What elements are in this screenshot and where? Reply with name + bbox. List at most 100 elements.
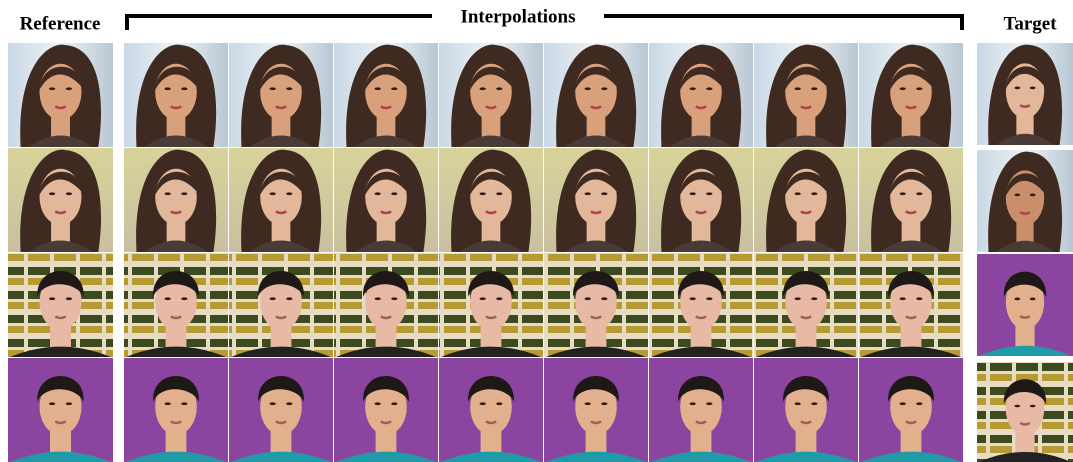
eye bbox=[391, 87, 397, 90]
face-content bbox=[334, 358, 438, 462]
eye bbox=[1014, 405, 1020, 408]
eye bbox=[1030, 194, 1036, 197]
face-content bbox=[859, 253, 963, 357]
eye bbox=[270, 297, 276, 300]
eye bbox=[181, 192, 187, 195]
eye bbox=[286, 297, 292, 300]
face-content bbox=[754, 358, 858, 462]
face-content bbox=[544, 253, 648, 357]
eye bbox=[391, 402, 397, 405]
face-content bbox=[859, 148, 963, 252]
eye bbox=[601, 87, 607, 90]
eye bbox=[496, 192, 502, 195]
eye bbox=[900, 402, 906, 405]
eye bbox=[375, 402, 381, 405]
eye bbox=[375, 297, 381, 300]
eye bbox=[391, 297, 397, 300]
target-label: Target bbox=[1003, 13, 1057, 34]
eye bbox=[690, 87, 696, 90]
eye bbox=[916, 87, 922, 90]
eye bbox=[66, 87, 72, 90]
face-image bbox=[8, 43, 113, 147]
eye bbox=[1030, 298, 1036, 301]
face-image bbox=[544, 43, 648, 147]
eye bbox=[66, 402, 72, 405]
face-content bbox=[754, 253, 858, 357]
face-content bbox=[439, 43, 543, 147]
face-content bbox=[754, 43, 858, 147]
face-image bbox=[977, 254, 1073, 356]
face-content bbox=[439, 148, 543, 252]
face-image bbox=[124, 43, 228, 147]
face-image bbox=[859, 358, 963, 462]
face-content bbox=[544, 43, 648, 147]
eye bbox=[270, 192, 276, 195]
eye bbox=[181, 87, 187, 90]
eye bbox=[811, 87, 817, 90]
face-content bbox=[334, 43, 438, 147]
face-image bbox=[977, 43, 1073, 145]
eye bbox=[286, 192, 292, 195]
face-image bbox=[544, 253, 648, 357]
face-content bbox=[544, 358, 648, 462]
face-image bbox=[8, 358, 113, 462]
eye bbox=[795, 192, 801, 195]
face-image bbox=[859, 43, 963, 147]
bracket-right bbox=[604, 16, 962, 30]
eye bbox=[585, 402, 591, 405]
face-image bbox=[8, 148, 113, 252]
eye bbox=[601, 297, 607, 300]
face-content bbox=[334, 148, 438, 252]
face-content bbox=[124, 148, 228, 252]
eye bbox=[811, 297, 817, 300]
eye bbox=[66, 192, 72, 195]
bracket-left bbox=[127, 16, 432, 30]
eye bbox=[585, 192, 591, 195]
face-image bbox=[229, 253, 333, 357]
eye bbox=[690, 402, 696, 405]
face-image bbox=[439, 43, 543, 147]
face-content bbox=[649, 148, 753, 252]
face-image bbox=[544, 358, 648, 462]
face-image bbox=[649, 43, 753, 147]
eye bbox=[900, 87, 906, 90]
face-content bbox=[649, 43, 753, 147]
face-content bbox=[754, 148, 858, 252]
face-image bbox=[649, 358, 753, 462]
interpolations-label: Interpolations bbox=[460, 6, 575, 27]
face-content bbox=[859, 43, 963, 147]
face-image bbox=[334, 148, 438, 252]
face-image bbox=[124, 253, 228, 357]
face-image bbox=[649, 148, 753, 252]
eye bbox=[900, 192, 906, 195]
face-content bbox=[229, 253, 333, 357]
face-content bbox=[649, 253, 753, 357]
eye bbox=[706, 402, 712, 405]
eye bbox=[916, 192, 922, 195]
eye bbox=[690, 297, 696, 300]
face-image bbox=[8, 253, 113, 357]
face-content bbox=[334, 253, 438, 357]
face-image bbox=[859, 148, 963, 252]
face-content bbox=[229, 358, 333, 462]
face-image bbox=[229, 148, 333, 252]
eye bbox=[49, 297, 55, 300]
figure: Reference Interpolations Target bbox=[0, 0, 1073, 462]
face-content bbox=[8, 43, 113, 147]
eye bbox=[270, 87, 276, 90]
face-content bbox=[544, 148, 648, 252]
face-image bbox=[977, 150, 1073, 252]
eye bbox=[811, 402, 817, 405]
face-image bbox=[544, 148, 648, 252]
eye bbox=[49, 87, 55, 90]
face-content bbox=[439, 253, 543, 357]
eye bbox=[181, 297, 187, 300]
face-image bbox=[229, 43, 333, 147]
face-image bbox=[754, 253, 858, 357]
eye bbox=[49, 192, 55, 195]
eye bbox=[690, 192, 696, 195]
eye bbox=[601, 402, 607, 405]
eye bbox=[795, 297, 801, 300]
face-image bbox=[754, 148, 858, 252]
eye bbox=[1030, 405, 1036, 408]
